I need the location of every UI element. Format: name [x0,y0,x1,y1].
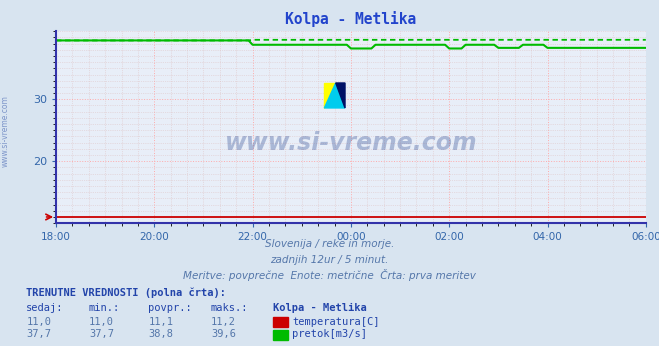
Text: 37,7: 37,7 [89,329,114,339]
Text: 11,0: 11,0 [89,317,114,327]
Polygon shape [324,83,335,108]
Polygon shape [335,83,345,108]
Text: zadnjih 12ur / 5 minut.: zadnjih 12ur / 5 minut. [270,255,389,265]
Text: www.si-vreme.com: www.si-vreme.com [225,130,477,155]
Text: 39,6: 39,6 [211,329,236,339]
Text: Slovenija / reke in morje.: Slovenija / reke in morje. [265,239,394,249]
Text: 11,1: 11,1 [148,317,173,327]
Polygon shape [324,83,345,108]
Text: Meritve: povprečne  Enote: metrične  Črta: prva meritev: Meritve: povprečne Enote: metrične Črta:… [183,268,476,281]
Title: Kolpa - Metlika: Kolpa - Metlika [285,11,416,27]
Text: maks.:: maks.: [211,303,248,313]
Text: min.:: min.: [89,303,120,313]
Text: 11,0: 11,0 [26,317,51,327]
Text: sedaj:: sedaj: [26,303,64,313]
Text: temperatura[C]: temperatura[C] [292,317,380,327]
Text: povpr.:: povpr.: [148,303,192,313]
Text: Kolpa - Metlika: Kolpa - Metlika [273,303,367,313]
Text: www.si-vreme.com: www.si-vreme.com [1,95,10,167]
Text: 38,8: 38,8 [148,329,173,339]
Text: 11,2: 11,2 [211,317,236,327]
Text: TRENUTNE VREDNOSTI (polna črta):: TRENUTNE VREDNOSTI (polna črta): [26,287,226,298]
Text: 37,7: 37,7 [26,329,51,339]
Text: pretok[m3/s]: pretok[m3/s] [292,329,367,339]
